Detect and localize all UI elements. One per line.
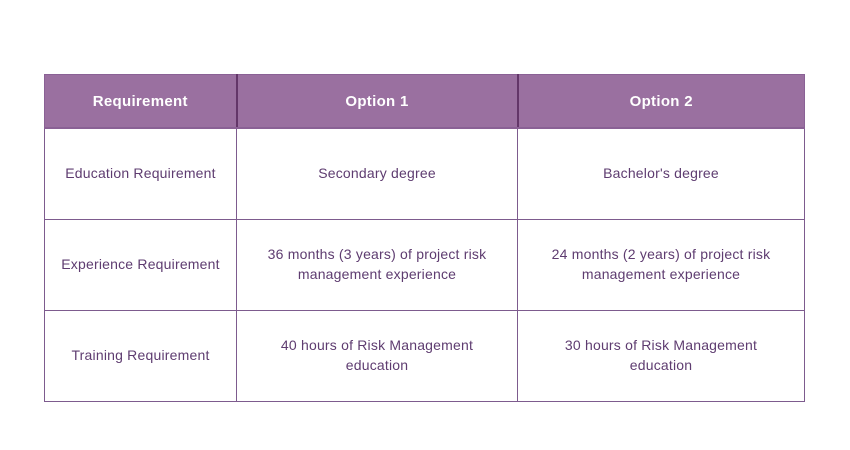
cell-education-label: Education Requirement bbox=[44, 127, 237, 220]
cell-text: 30 hours of Risk Management education bbox=[564, 337, 758, 373]
table-header-row: Requirement Option 1 Option 2 bbox=[44, 74, 805, 129]
cell-training-option-2: 30 hours of Risk Management education bbox=[517, 310, 805, 402]
cell-training-option-1: 40 hours of Risk Management education bbox=[236, 310, 518, 402]
requirements-comparison-table: Requirement Option 1 Option 2 Education … bbox=[44, 74, 805, 402]
header-cell-option-2: Option 2 bbox=[516, 74, 805, 129]
cell-experience-option-1: 36 months (3 years) of project risk mana… bbox=[236, 219, 518, 311]
cell-training-label: Training Requirement bbox=[44, 310, 237, 402]
cell-text: 36 months (3 years) of project risk mana… bbox=[267, 246, 487, 282]
cell-text: Experience Requirement bbox=[61, 256, 220, 273]
cell-text: 40 hours of Risk Management education bbox=[280, 337, 474, 373]
table-row-training: Training Requirement 40 hours of Risk Ma… bbox=[44, 310, 805, 402]
cell-experience-option-2: 24 months (2 years) of project risk mana… bbox=[517, 219, 805, 311]
cell-text: Education Requirement bbox=[65, 165, 216, 182]
header-cell-option-1: Option 1 bbox=[235, 74, 518, 129]
cell-education-option-2: Bachelor's degree bbox=[517, 127, 805, 220]
cell-text: Secondary degree bbox=[318, 165, 436, 182]
cell-text: 24 months (2 years) of project risk mana… bbox=[551, 246, 771, 282]
cell-text: Bachelor's degree bbox=[603, 165, 719, 182]
cell-education-option-1: Secondary degree bbox=[236, 127, 518, 220]
cell-experience-label: Experience Requirement bbox=[44, 219, 237, 311]
cell-text: Training Requirement bbox=[71, 347, 210, 364]
header-cell-requirement: Requirement bbox=[44, 74, 237, 129]
table-row-education: Education Requirement Secondary degree B… bbox=[44, 127, 805, 220]
table-row-experience: Experience Requirement 36 months (3 year… bbox=[44, 219, 805, 311]
